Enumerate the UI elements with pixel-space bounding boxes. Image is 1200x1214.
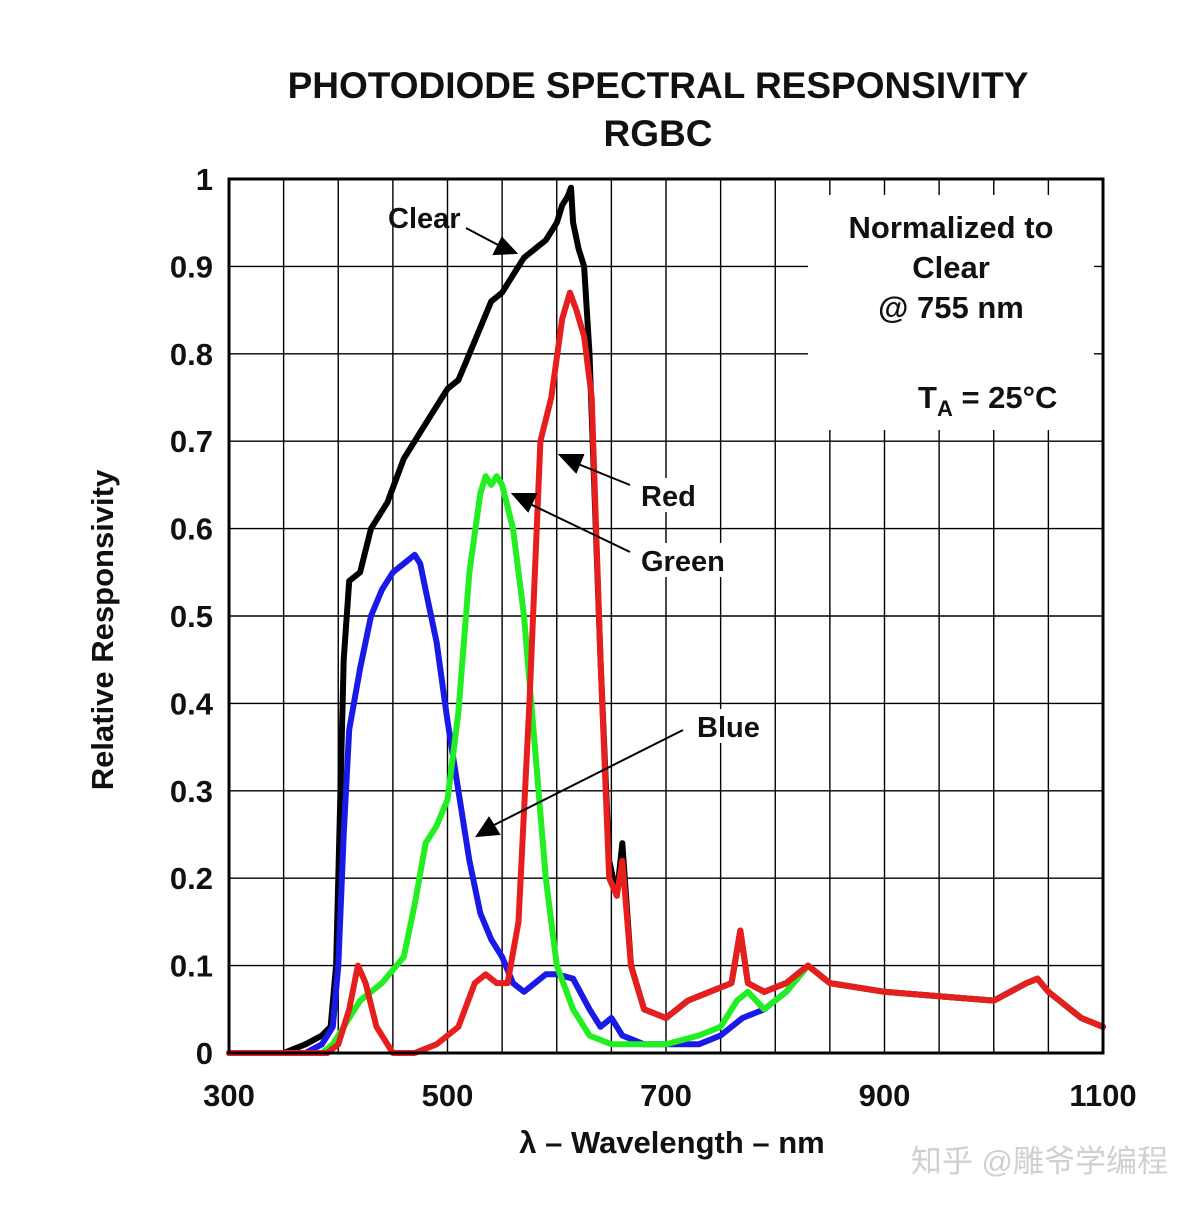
clear-arrow-line xyxy=(465,227,501,247)
red-arrowhead xyxy=(557,454,585,474)
normalized-line-3: @ 755 nm xyxy=(878,290,1024,325)
normalization-box xyxy=(808,195,1094,430)
blue-arrow-line xyxy=(491,729,684,827)
x-tick-label: 500 xyxy=(422,1078,474,1113)
red-label-bg xyxy=(634,478,708,512)
blue-arrowhead xyxy=(475,816,501,838)
y-tick-label: 0 xyxy=(196,1036,213,1071)
normalized-line-2: Clear xyxy=(912,250,990,285)
x-ticks: 300 500 700 900 1100 xyxy=(203,1078,1137,1113)
plot-frame xyxy=(227,177,1105,1055)
annotation-arrows xyxy=(465,227,684,838)
y-tick-label: 0.8 xyxy=(170,337,213,372)
x-tick-label: 700 xyxy=(640,1078,692,1113)
green-arrow-line xyxy=(527,502,631,553)
watermark: 知乎 @雕爷学编程 xyxy=(911,1144,1168,1179)
x-tick-label: 1100 xyxy=(1069,1078,1136,1113)
chart-subtitle: RGBC xyxy=(604,113,713,154)
green-arrowhead xyxy=(510,493,538,513)
y-tick-label: 0.9 xyxy=(170,249,213,284)
chart-title: PHOTODIODE SPECTRAL RESPONSIVITY xyxy=(288,65,1029,106)
y-tick-label: 0.5 xyxy=(170,599,213,634)
blue-label-bg xyxy=(690,709,772,743)
grid xyxy=(229,179,1103,1053)
green-label-bg xyxy=(634,543,738,577)
y-tick-label: 0.4 xyxy=(170,686,214,721)
temperature-suffix: = 25°C xyxy=(953,380,1058,415)
y-tick-label: 0.1 xyxy=(170,949,213,984)
temperature-label: TA = 25°C xyxy=(918,380,1057,421)
y-ticks: 0 0.1 0.2 0.3 0.4 0.5 0.6 0.7 0.8 0.9 1 xyxy=(170,162,214,1071)
x-tick-label: 900 xyxy=(859,1078,911,1113)
y-tick-label: 1 xyxy=(196,162,213,197)
y-tick-label: 0.2 xyxy=(170,861,213,896)
temperature-subscript: A xyxy=(937,396,953,421)
series-label-red: Red xyxy=(641,481,696,513)
y-axis-label: Relative Responsivity xyxy=(85,469,120,790)
series-label-clear: Clear xyxy=(388,203,461,235)
red-arrow-line xyxy=(577,463,631,486)
y-tick-label: 0.3 xyxy=(170,774,213,809)
series-label-blue: Blue xyxy=(697,712,760,744)
y-tick-label: 0.6 xyxy=(170,512,213,547)
x-axis-label: λ – Wavelength – nm xyxy=(519,1125,825,1160)
x-tick-label: 300 xyxy=(203,1078,255,1113)
y-tick-label: 0.7 xyxy=(170,424,213,459)
clear-arrowhead xyxy=(492,236,519,256)
temperature-prefix: T xyxy=(918,380,937,415)
series-label-green: Green xyxy=(641,546,725,578)
normalized-line-1: Normalized to xyxy=(849,210,1054,245)
